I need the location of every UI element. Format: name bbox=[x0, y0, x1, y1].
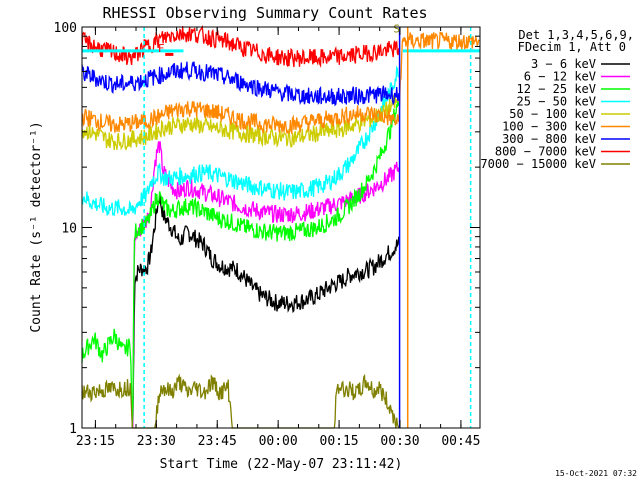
legend-label: 50 − 100 keV bbox=[509, 107, 596, 121]
x-tick-label: 00:30 bbox=[380, 434, 419, 449]
legend-label: 100 − 300 keV bbox=[502, 120, 596, 134]
legend-label: 3 − 6 keV bbox=[531, 57, 596, 71]
series-25-50-kev bbox=[81, 65, 400, 217]
x-tick-label: 00:15 bbox=[320, 434, 359, 449]
series-100-300-kev bbox=[81, 31, 480, 134]
series-50-100-kev bbox=[81, 94, 400, 151]
timestamp: 15-Oct-2021 07:32 bbox=[555, 469, 637, 478]
series-12-25-kev bbox=[81, 97, 400, 429]
series-300-800-kev bbox=[81, 61, 400, 107]
y-tick-label: 10 bbox=[61, 222, 77, 237]
y-tick-label: 100 bbox=[54, 21, 77, 36]
legend-label: 6 − 12 keV bbox=[524, 70, 596, 84]
legend-label: 300 − 800 keV bbox=[502, 132, 596, 146]
legend-header-line1: Det 1,3,4,5,6,9, bbox=[518, 28, 634, 42]
series-3-6-kev bbox=[132, 194, 400, 429]
annotation-f: F bbox=[158, 42, 165, 55]
series-800-7000-kev bbox=[81, 24, 400, 69]
legend: Det 1,3,4,5,6,9, FDecim 1, Att 0 3 − 6 k… bbox=[480, 28, 634, 171]
legend-label: 800 − 7000 keV bbox=[495, 145, 596, 159]
x-tick-label: 00:45 bbox=[441, 434, 480, 449]
y-axis-label: Count Rate (s⁻¹ detector⁻¹) bbox=[29, 121, 44, 332]
legend-header-line2: FDecim 1, Att 0 bbox=[518, 40, 626, 54]
axis-layer: 23:15 23:30 23:45 00:00 00:15 00:30 00:45 1 10 10… bbox=[54, 21, 481, 449]
y-tick-label: 1 bbox=[69, 422, 77, 437]
marker-layer: FS bbox=[82, 22, 480, 428]
annotation-s: S bbox=[393, 22, 400, 35]
x-tick-label: 00:00 bbox=[259, 434, 298, 449]
legend-label: 7000 − 15000 keV bbox=[480, 157, 596, 171]
x-axis-label: Start Time (22-May-07 23:11:42) bbox=[160, 457, 403, 472]
x-tick-label: 23:45 bbox=[198, 434, 237, 449]
legend-label: 25 − 50 keV bbox=[517, 95, 596, 109]
chart-title: RHESSI Observing Summary Count Rates bbox=[102, 4, 427, 22]
x-tick-label: 23:30 bbox=[137, 434, 176, 449]
x-tick-label: 23:15 bbox=[76, 434, 115, 449]
legend-label: 12 − 25 keV bbox=[517, 82, 596, 96]
